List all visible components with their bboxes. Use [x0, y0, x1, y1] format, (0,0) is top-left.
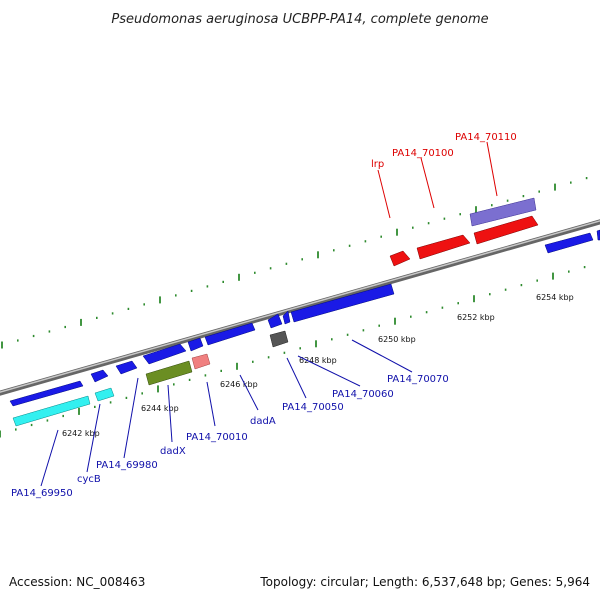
tick-label-6254: 6254 kbp [536, 293, 574, 302]
gene-PA14_70010-reverse[interactable] [191, 353, 211, 370]
label-PA14_69950[interactable]: PA14_69950 [11, 488, 73, 499]
gene-PA14_69950[interactable] [9, 380, 84, 407]
gene-right-edge-1[interactable] [544, 232, 594, 254]
gene-PA14_70110[interactable] [473, 215, 539, 245]
label-PA14_70060[interactable]: PA14_70060 [332, 389, 394, 400]
accession-text: Accession: NC_008463 [9, 575, 145, 589]
label-cycB[interactable]: cycB [77, 474, 101, 485]
gene-dadX[interactable] [142, 343, 187, 365]
genome-summary-text: Topology: circular; Length: 6,537,648 bp… [259, 575, 590, 589]
gene-PA14_70060[interactable] [282, 310, 291, 325]
label-PA14_69980[interactable]: PA14_69980 [96, 460, 158, 471]
genome-backbone [0, 219, 600, 396]
leader-PA14_69950 [40, 429, 59, 487]
label-dadX[interactable]: dadX [160, 446, 186, 457]
label-PA14_70070[interactable]: PA14_70070 [387, 374, 449, 385]
label-PA14_70110[interactable]: PA14_70110 [455, 132, 517, 143]
label-PA14_70050[interactable]: PA14_70050 [282, 402, 344, 413]
label-dadA[interactable]: dadA [250, 416, 276, 427]
gene-PA14_70070[interactable] [290, 283, 395, 323]
leader-PA14_70010 [206, 381, 216, 427]
tick-labels: 6242 kbp 6244 kbp 6246 kbp 6248 kbp 6250… [62, 293, 574, 438]
gene-dadA[interactable] [204, 322, 256, 346]
tick-label-6244: 6244 kbp [141, 404, 179, 413]
top-gene-labels: PA14_70110 PA14_70100 lrp [371, 132, 517, 219]
leader-PA14_70050 [286, 357, 307, 399]
gene-PA14_70050-reverse[interactable] [269, 330, 289, 348]
leader-dadA [239, 374, 259, 411]
label-PA14_70010[interactable]: PA14_70010 [186, 432, 248, 443]
gene-PA14_70100[interactable] [416, 234, 471, 260]
map-title: Pseudomonas aeruginosa UCBPP-PA14, compl… [111, 12, 488, 27]
gene-lrp[interactable] [389, 250, 411, 267]
leader-PA14_70070 [351, 339, 413, 373]
gene-PA14_70110-rna[interactable] [469, 197, 537, 227]
gene-PA14_69950-reverse[interactable] [12, 395, 91, 427]
leader-PA14_69980 [123, 377, 139, 459]
bottom-gene-labels: PA14_69950 cycB PA14_69980 dadX PA14_700… [11, 339, 449, 499]
gene-cycB[interactable] [90, 369, 109, 383]
leader-cycB [86, 403, 101, 473]
gene-cycB-reverse[interactable] [94, 387, 115, 402]
gene-right-edge-2[interactable] [596, 229, 600, 241]
tick-label-6246: 6246 kbp [220, 380, 258, 389]
leader-PA14_70060 [297, 355, 361, 387]
leader-PA14_70110 [486, 141, 498, 197]
leader-PA14_70100 [420, 157, 435, 209]
tick-label-6252: 6252 kbp [457, 313, 495, 322]
tick-label-6250: 6250 kbp [378, 335, 416, 344]
gene-features [9, 197, 600, 427]
label-PA14_70100[interactable]: PA14_70100 [392, 148, 454, 159]
genome-backbone-highlight [0, 220, 600, 393]
label-lrp[interactable]: lrp [371, 159, 384, 170]
inner-tick-track [0, 266, 586, 438]
leader-dadX [167, 384, 173, 443]
gene-dadX-reverse[interactable] [145, 360, 193, 386]
leader-lrp [377, 169, 391, 219]
tick-label-6242: 6242 kbp [62, 429, 100, 438]
gene-PA14_69980[interactable] [115, 360, 138, 375]
gene-PA14_70050[interactable] [267, 313, 283, 329]
outer-tick-track [1, 177, 588, 349]
gene-PA14_70010[interactable] [187, 337, 204, 352]
tick-label-6248: 6248 kbp [299, 356, 337, 365]
